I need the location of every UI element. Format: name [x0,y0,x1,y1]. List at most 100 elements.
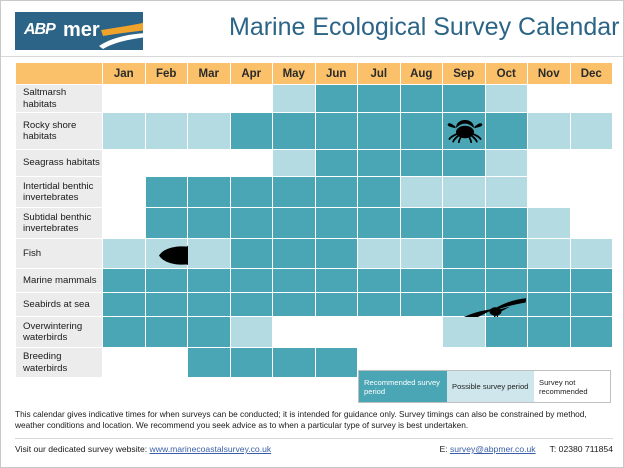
survey-cell[interactable] [145,239,224,268]
survey-cell[interactable] [188,317,230,347]
survey-cell[interactable] [103,269,145,292]
survey-cell[interactable] [230,150,272,176]
survey-cell[interactable] [443,113,485,149]
survey-cell[interactable] [103,317,145,347]
survey-cell[interactable] [145,177,187,207]
survey-cell[interactable] [145,293,187,316]
survey-cell[interactable] [145,208,187,238]
survey-cell[interactable] [455,293,527,323]
survey-cell[interactable] [230,113,272,149]
survey-cell[interactable] [230,293,272,316]
survey-cell[interactable] [315,317,357,347]
survey-cell[interactable] [485,317,527,347]
survey-cell[interactable] [485,113,527,149]
survey-cell[interactable] [528,269,570,292]
survey-cell[interactable] [400,113,442,149]
survey-cell[interactable] [273,177,315,207]
survey-cell[interactable] [358,177,400,207]
survey-cell[interactable] [358,85,400,112]
survey-cell[interactable] [358,293,400,316]
survey-cell[interactable] [103,85,145,112]
survey-cell[interactable] [230,239,272,268]
survey-cell[interactable] [145,150,187,176]
survey-cell[interactable] [145,269,187,292]
survey-cell[interactable] [570,239,612,268]
survey-cell[interactable] [570,293,612,316]
survey-cell[interactable] [145,317,187,347]
survey-cell[interactable] [485,269,527,292]
survey-cell[interactable] [315,177,357,207]
survey-cell[interactable] [485,177,527,207]
survey-cell[interactable] [273,113,315,149]
survey-cell[interactable] [485,85,527,112]
survey-cell[interactable] [485,150,527,176]
survey-cell[interactable] [273,150,315,176]
survey-cell[interactable] [400,293,442,316]
survey-cell[interactable] [103,150,145,176]
survey-cell[interactable] [443,150,485,176]
survey-cell[interactable] [188,85,230,112]
survey-cell[interactable] [485,239,527,268]
survey-cell[interactable] [103,348,145,377]
survey-cell[interactable] [273,269,315,292]
survey-cell[interactable] [443,293,485,316]
survey-cell[interactable] [273,317,315,347]
survey-cell[interactable] [103,239,145,268]
survey-cell[interactable] [443,317,485,347]
survey-cell[interactable] [528,85,570,112]
survey-cell[interactable] [443,269,485,292]
survey-cell[interactable] [358,208,400,238]
survey-cell[interactable] [443,177,485,207]
survey-cell[interactable] [528,113,570,149]
survey-cell[interactable] [145,113,187,149]
survey-cell[interactable] [570,208,612,238]
survey-website-link[interactable]: www.marinecoastalsurvey.co.uk [149,444,272,454]
survey-cell[interactable] [230,317,272,347]
survey-cell[interactable] [400,208,442,238]
survey-cell[interactable] [145,348,187,377]
survey-cell[interactable] [358,150,400,176]
survey-cell[interactable] [400,317,442,347]
survey-cell[interactable] [570,113,612,149]
survey-cell[interactable] [315,239,357,268]
survey-cell[interactable] [528,239,570,268]
survey-cell[interactable] [273,85,315,112]
survey-cell[interactable] [528,293,570,316]
survey-cell[interactable] [273,348,315,377]
survey-cell[interactable] [273,208,315,238]
survey-cell[interactable] [230,85,272,112]
survey-cell[interactable] [528,177,570,207]
survey-cell[interactable] [188,208,230,238]
survey-cell[interactable] [358,239,400,268]
survey-cell[interactable] [570,177,612,207]
survey-cell[interactable] [570,269,612,292]
survey-cell[interactable] [570,317,612,347]
survey-cell[interactable] [188,239,230,268]
survey-cell[interactable] [315,269,357,292]
survey-cell[interactable] [315,348,357,377]
survey-cell[interactable] [570,85,612,112]
survey-cell[interactable] [230,177,272,207]
survey-cell[interactable] [400,177,442,207]
survey-cell[interactable] [103,177,145,207]
survey-cell[interactable] [103,293,145,316]
survey-cell[interactable] [528,150,570,176]
survey-cell[interactable] [315,150,357,176]
survey-cell[interactable] [188,348,230,377]
survey-cell[interactable] [400,150,442,176]
survey-cell[interactable] [315,113,357,149]
survey-cell[interactable] [103,208,145,238]
survey-cell[interactable] [528,317,570,347]
survey-cell[interactable] [188,177,230,207]
survey-cell[interactable] [188,269,230,292]
survey-cell[interactable] [230,208,272,238]
survey-cell[interactable] [273,293,315,316]
survey-cell[interactable] [315,85,357,112]
survey-cell[interactable] [443,85,485,112]
survey-cell[interactable] [528,208,570,238]
survey-cell[interactable] [273,239,315,268]
survey-cell[interactable] [443,239,485,268]
survey-cell[interactable] [145,85,187,112]
survey-cell[interactable] [358,317,400,347]
survey-cell[interactable] [103,113,145,149]
